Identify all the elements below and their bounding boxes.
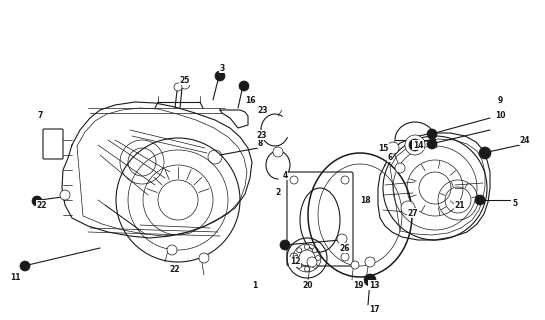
Circle shape — [312, 263, 317, 268]
Text: 1: 1 — [252, 281, 258, 290]
Circle shape — [475, 195, 485, 205]
Circle shape — [180, 79, 190, 89]
Circle shape — [316, 255, 320, 260]
Circle shape — [395, 163, 405, 173]
Circle shape — [312, 248, 317, 253]
Text: 13: 13 — [369, 281, 379, 290]
Text: 26: 26 — [340, 244, 350, 252]
Circle shape — [307, 257, 317, 267]
Text: 4: 4 — [282, 171, 288, 180]
Circle shape — [387, 142, 399, 154]
Circle shape — [174, 83, 182, 91]
Text: 25: 25 — [180, 76, 190, 84]
Circle shape — [32, 196, 42, 206]
Text: 14: 14 — [413, 140, 423, 149]
Circle shape — [409, 139, 421, 151]
Text: 3: 3 — [220, 63, 225, 73]
Text: 15: 15 — [378, 143, 388, 153]
Circle shape — [280, 240, 290, 250]
Circle shape — [60, 190, 70, 200]
Circle shape — [167, 245, 177, 255]
Circle shape — [351, 261, 359, 269]
Text: 23: 23 — [258, 106, 268, 115]
Text: 8: 8 — [257, 139, 263, 148]
Text: 17: 17 — [368, 306, 379, 315]
Circle shape — [427, 129, 437, 139]
Circle shape — [296, 248, 302, 253]
Text: 7: 7 — [37, 110, 43, 119]
Text: 23: 23 — [257, 131, 267, 140]
Text: 12: 12 — [290, 258, 300, 267]
Circle shape — [296, 263, 302, 268]
Circle shape — [337, 234, 347, 244]
Circle shape — [365, 257, 375, 267]
Circle shape — [305, 267, 310, 271]
Text: 19: 19 — [353, 281, 364, 290]
Circle shape — [305, 244, 310, 250]
FancyBboxPatch shape — [287, 172, 353, 266]
Text: 22: 22 — [169, 266, 180, 275]
Circle shape — [479, 147, 491, 159]
Text: 5: 5 — [512, 198, 518, 207]
Circle shape — [427, 139, 437, 149]
Text: 24: 24 — [520, 135, 530, 145]
Circle shape — [273, 147, 283, 157]
Text: 16: 16 — [245, 95, 255, 105]
Circle shape — [199, 253, 209, 263]
Text: 11: 11 — [10, 274, 20, 283]
Text: 20: 20 — [303, 281, 313, 290]
Circle shape — [239, 81, 249, 91]
Text: 9: 9 — [498, 95, 502, 105]
Circle shape — [405, 135, 425, 155]
Text: 10: 10 — [495, 110, 505, 119]
Circle shape — [364, 274, 376, 286]
Text: 22: 22 — [37, 201, 47, 210]
Circle shape — [20, 261, 30, 271]
FancyBboxPatch shape — [43, 129, 63, 159]
Text: 6: 6 — [387, 153, 392, 162]
Circle shape — [401, 201, 415, 215]
Circle shape — [215, 71, 225, 81]
Text: 27: 27 — [408, 209, 419, 218]
Circle shape — [294, 255, 299, 260]
Text: 2: 2 — [275, 188, 281, 196]
Text: 18: 18 — [360, 196, 370, 204]
Text: 21: 21 — [455, 201, 465, 210]
